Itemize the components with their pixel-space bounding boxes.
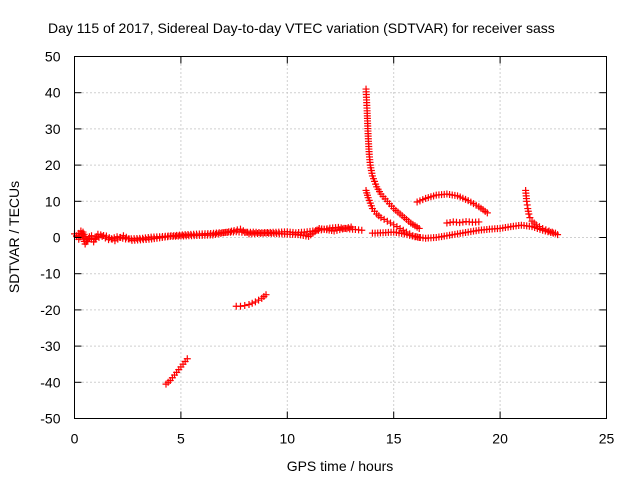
- data-point: [539, 224, 547, 232]
- chart-title: Day 115 of 2017, Sidereal Day-to-day VTE…: [48, 20, 555, 36]
- data-point: [92, 234, 100, 242]
- y-tick-label: -30: [40, 338, 60, 354]
- data-point: [545, 227, 553, 235]
- data-point: [396, 224, 404, 232]
- series-segment-18: [443, 218, 483, 227]
- data-point: [415, 224, 423, 232]
- data-point: [483, 209, 491, 217]
- x-tick-label: 10: [280, 431, 296, 447]
- data-point: [347, 223, 355, 231]
- data-point: [383, 217, 391, 225]
- data-point: [255, 296, 263, 304]
- y-tick-label: 20: [45, 157, 61, 173]
- series-decay-upper: [362, 85, 423, 232]
- y-tick-label: -10: [40, 266, 60, 282]
- series-neg-40: [162, 355, 191, 388]
- data-point: [183, 355, 191, 363]
- data-point: [387, 219, 395, 227]
- data-point: [380, 215, 388, 223]
- y-tick-label: 10: [45, 193, 61, 209]
- y-tick-label: -50: [40, 411, 60, 427]
- data-point: [542, 226, 550, 234]
- x-axis-title: GPS time / hours: [287, 458, 394, 474]
- axes-ticks: 0 5 10 15 20 25 -50 -40 -30 -20 -10 0 10 20 30 40 50: [40, 49, 614, 447]
- data-point: [241, 302, 249, 310]
- data-point: [245, 300, 253, 308]
- series-baseline-late: [368, 221, 562, 242]
- series-decay-lower: [362, 186, 423, 241]
- data-point: [233, 226, 241, 234]
- data-point: [526, 214, 534, 222]
- data-point: [248, 299, 256, 307]
- data-point: [230, 227, 238, 235]
- y-tick-label: 50: [45, 49, 61, 65]
- y-axis-title: SDTVAR / TECUs: [6, 181, 22, 293]
- y-tick-label: 40: [45, 85, 61, 101]
- data-point: [409, 232, 417, 240]
- data-point: [412, 233, 420, 241]
- data-point: [415, 234, 423, 241]
- x-tick-label: 20: [492, 431, 508, 447]
- data-point: [393, 223, 401, 231]
- data-point: [551, 229, 559, 237]
- data-point: [525, 210, 533, 218]
- y-tick-label: 30: [45, 121, 61, 137]
- x-tick-label: 25: [599, 431, 615, 447]
- y-tick-label: 0: [53, 230, 61, 246]
- data-point: [236, 302, 244, 310]
- series-neg-20: [232, 291, 270, 310]
- series-baseline-scatter: [73, 223, 355, 248]
- series-spike-21: [522, 186, 559, 237]
- series-arc: [413, 190, 491, 217]
- x-tick-label: 5: [177, 431, 185, 447]
- data-series: [71, 85, 562, 388]
- data-point: [475, 218, 483, 226]
- data-point: [548, 228, 556, 236]
- x-tick-label: 0: [71, 431, 79, 447]
- x-tick-label: 15: [386, 431, 402, 447]
- y-tick-label: -40: [40, 374, 60, 390]
- data-point: [262, 291, 270, 299]
- data-point: [390, 221, 398, 229]
- data-point: [251, 298, 259, 306]
- y-tick-label: -20: [40, 302, 60, 318]
- data-point: [358, 226, 366, 234]
